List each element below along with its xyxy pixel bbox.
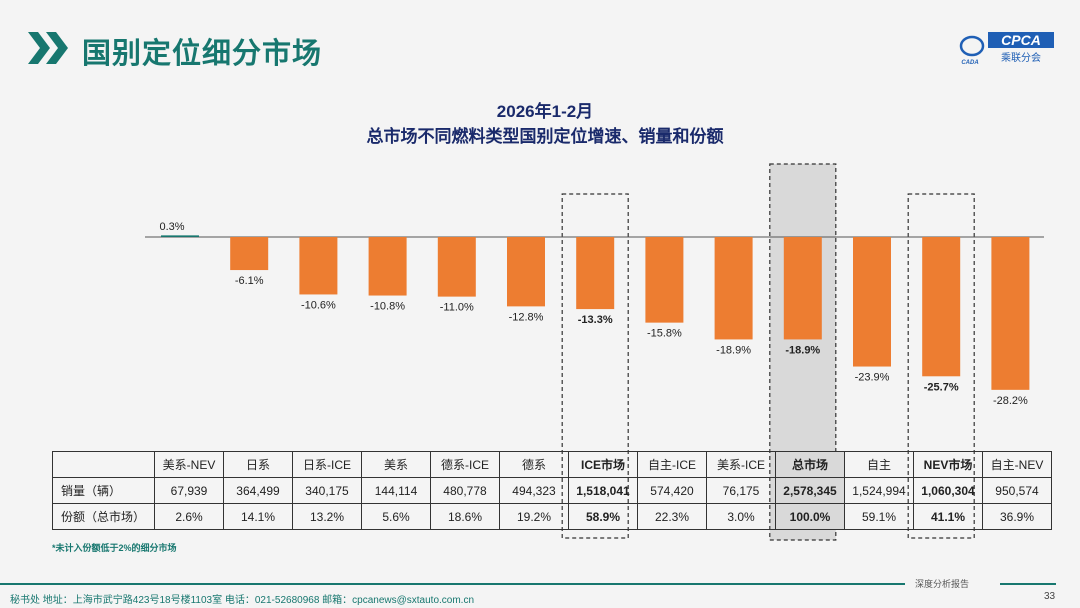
chart-subtitle: 总市场不同燃料类型国别定位增速、销量和份额	[366, 127, 724, 146]
bar	[645, 237, 684, 323]
bar	[507, 237, 545, 307]
svg-text:CPCA: CPCA	[1001, 32, 1041, 48]
table-cell: 自主-ICE	[637, 451, 707, 478]
data-label: -15.8%	[647, 328, 682, 340]
table-cell: 份额（总市场）	[52, 503, 155, 530]
data-label: -10.8%	[370, 301, 405, 313]
table-cell: 销量（辆）	[52, 477, 155, 504]
table-cell: 德系-ICE	[430, 451, 500, 478]
data-label: -13.3%	[578, 314, 613, 326]
table-cell: 36.9%	[982, 503, 1052, 530]
bar	[230, 237, 269, 271]
footer-divider	[0, 583, 905, 585]
bar	[714, 237, 753, 340]
table-row-sales: 销量（辆） 67,939 364,499 340,175 144,114 480,778 4…	[52, 477, 1052, 504]
table-cell: 480,778	[430, 477, 500, 504]
table-cell: 自主-NEV	[982, 451, 1052, 478]
bar	[576, 237, 615, 310]
table-cell: 1,060,304	[913, 477, 983, 504]
table-cell: 日系	[223, 451, 293, 478]
table-cell: 总市场	[775, 451, 845, 478]
bar	[922, 237, 961, 377]
table-cell: 美系-ICE	[706, 451, 776, 478]
cpca-logo: CPCA 乘联分会 CADA	[959, 32, 1054, 66]
table-cell: ICE市场	[568, 451, 638, 478]
table-cell: 美系	[361, 451, 431, 478]
table-cell: 144,114	[361, 477, 431, 504]
chart-title: 2026年1-2月	[496, 102, 594, 121]
table-cell: 494,323	[499, 477, 569, 504]
table-cell: NEV市场	[913, 451, 983, 478]
highlight-box	[561, 193, 629, 539]
table-cell: 14.1%	[223, 503, 293, 530]
table-cell: 2,578,345	[775, 477, 845, 504]
table-cell: 950,574	[982, 477, 1052, 504]
footer-address: 秘书处 地址：上海市武宁路423号18号楼1103室 电话：021-526809…	[10, 595, 475, 606]
data-label: -25.7%	[924, 381, 959, 393]
highlight-box	[907, 193, 975, 539]
data-label: -18.9%	[785, 344, 820, 356]
bar	[161, 235, 199, 237]
bar	[991, 237, 1030, 390]
table-cell: 2.6%	[154, 503, 224, 530]
page-number: 33	[1044, 591, 1056, 602]
table-cell: 22.3%	[637, 503, 707, 530]
data-label: -28.2%	[993, 395, 1028, 407]
table-cell: 德系	[499, 451, 569, 478]
footer-divider-right	[1000, 583, 1056, 585]
table-header-row: 美系-NEV 日系 日系-ICE 美系 德系-ICE 德系 ICE市场 自主-ICE 美系-IC…	[52, 451, 1052, 478]
data-label: -23.9%	[855, 372, 890, 384]
data-label: -10.6%	[301, 299, 336, 311]
table-cell: 美系-NEV	[154, 451, 224, 478]
table-cell: 自主	[844, 451, 914, 478]
table-cell: 364,499	[223, 477, 293, 504]
table-row-share: 份额（总市场） 2.6% 14.1% 13.2% 5.6% 18.6% 19.2% 58.9%…	[52, 503, 1052, 530]
data-label: -12.8%	[509, 311, 544, 323]
bar	[368, 237, 407, 296]
table-cell: 574,420	[637, 477, 707, 504]
data-label: 0.3%	[159, 221, 184, 233]
table-cell: 3.0%	[706, 503, 776, 530]
data-table: 美系-NEV 日系 日系-ICE 美系 德系-ICE 德系 ICE市场 自主-ICE 美系-IC…	[52, 451, 1052, 530]
data-label: -11.0%	[440, 302, 474, 314]
table-cell: 67,939	[154, 477, 224, 504]
table-cell: 1,518,041	[568, 477, 638, 504]
bar	[299, 237, 338, 295]
table-cell: 19.2%	[499, 503, 569, 530]
table-cell: 18.6%	[430, 503, 500, 530]
bar	[437, 237, 476, 297]
table-cell: 41.1%	[913, 503, 983, 530]
chevron-double-icon	[28, 32, 68, 64]
table-cell	[52, 451, 155, 478]
data-label: -18.9%	[716, 344, 751, 356]
page-title: 国别定位细分市场	[82, 38, 323, 70]
bar	[853, 237, 891, 367]
report-label: 深度分析报告	[915, 580, 970, 590]
table-cell: 日系-ICE	[292, 451, 362, 478]
table-cell: 13.2%	[292, 503, 362, 530]
svg-text:乘联分会: 乘联分会	[1001, 51, 1041, 64]
table-cell: 58.9%	[568, 503, 638, 530]
footnote: *未计入份额低于2%的细分市场	[52, 543, 177, 553]
table-cell: 100.0%	[775, 503, 845, 530]
data-label: -6.1%	[235, 275, 264, 287]
bar	[783, 237, 822, 340]
svg-text:CADA: CADA	[961, 60, 978, 66]
table-cell: 1,524,994	[844, 477, 914, 504]
table-cell: 5.6%	[361, 503, 431, 530]
table-cell: 59.1%	[844, 503, 914, 530]
table-cell: 76,175	[706, 477, 776, 504]
table-cell: 340,175	[292, 477, 362, 504]
